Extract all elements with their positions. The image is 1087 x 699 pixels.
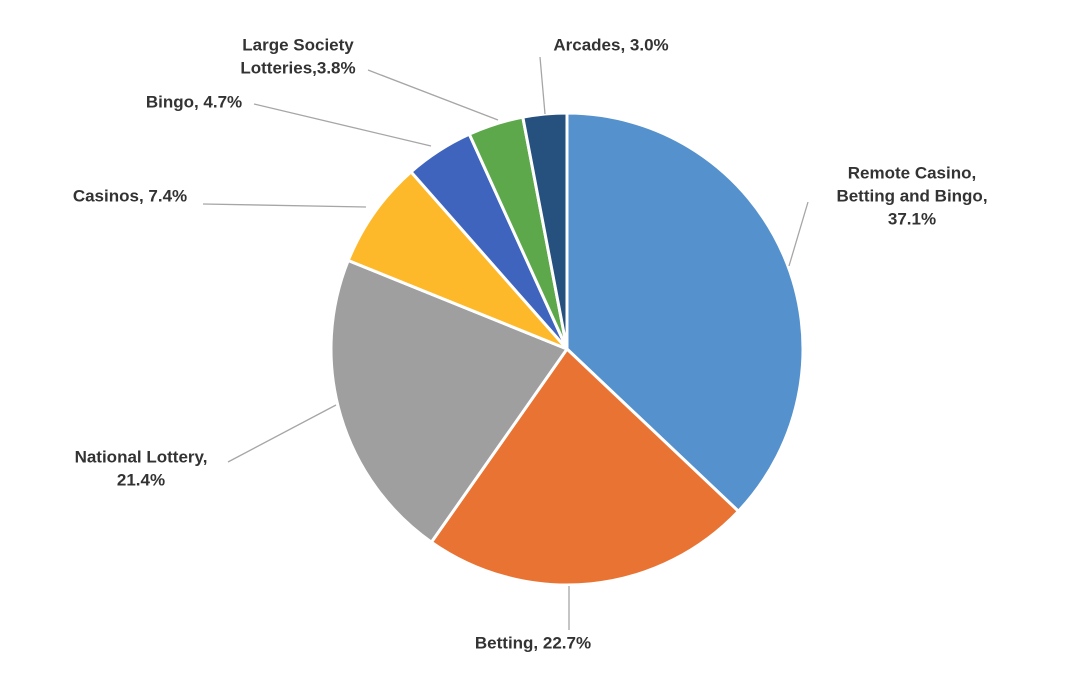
data-label: Casinos, 7.4%	[73, 186, 187, 205]
data-label: National Lottery,	[75, 447, 208, 466]
data-label: Remote Casino,	[848, 163, 976, 182]
leader-line	[788, 201, 809, 267]
leader-line	[253, 103, 432, 147]
leader-line	[227, 404, 337, 463]
data-label: Betting and Bingo,	[836, 186, 987, 205]
leader-line	[367, 69, 499, 121]
leader-line	[202, 203, 367, 208]
data-label: Betting, 22.7%	[475, 633, 591, 652]
data-label: Lotteries,3.8%	[240, 58, 355, 77]
pie-slice	[429, 347, 740, 587]
data-label: Arcades, 3.0%	[553, 35, 668, 54]
pie-slice	[346, 170, 569, 351]
data-label: Large Society	[242, 35, 354, 54]
leader-line	[539, 56, 546, 115]
pie-slice	[521, 111, 569, 351]
pie-slice	[329, 258, 569, 544]
data-label: 37.1%	[888, 209, 936, 228]
pie-slice	[565, 111, 805, 513]
data-label: Bingo, 4.7%	[146, 92, 242, 111]
data-label: 21.4%	[117, 470, 165, 489]
